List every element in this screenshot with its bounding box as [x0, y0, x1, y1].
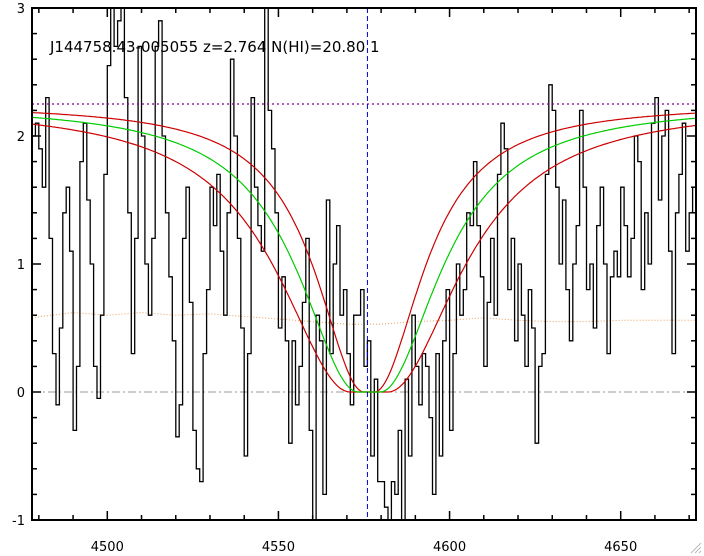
- flux-spectrum-line: [32, 8, 696, 520]
- x-tick-label: 4500: [91, 540, 124, 555]
- y-tick-label: 1: [17, 258, 25, 273]
- y-tick-label: 2: [17, 130, 25, 145]
- chart-title: J144758.43-005055 z=2.764 N(HI)=20.80 1: [49, 38, 380, 56]
- y-tick-label: 0: [17, 386, 25, 401]
- x-tick-label: 4550: [262, 540, 295, 555]
- model-best-fit-curve: [32, 116, 696, 393]
- y-tick-label: -1: [12, 514, 25, 529]
- resize-grip-icon[interactable]: [690, 542, 702, 554]
- y-tick-label: 3: [17, 2, 25, 17]
- x-tick-label: 4600: [433, 540, 466, 555]
- x-tick-label: 4650: [604, 540, 637, 555]
